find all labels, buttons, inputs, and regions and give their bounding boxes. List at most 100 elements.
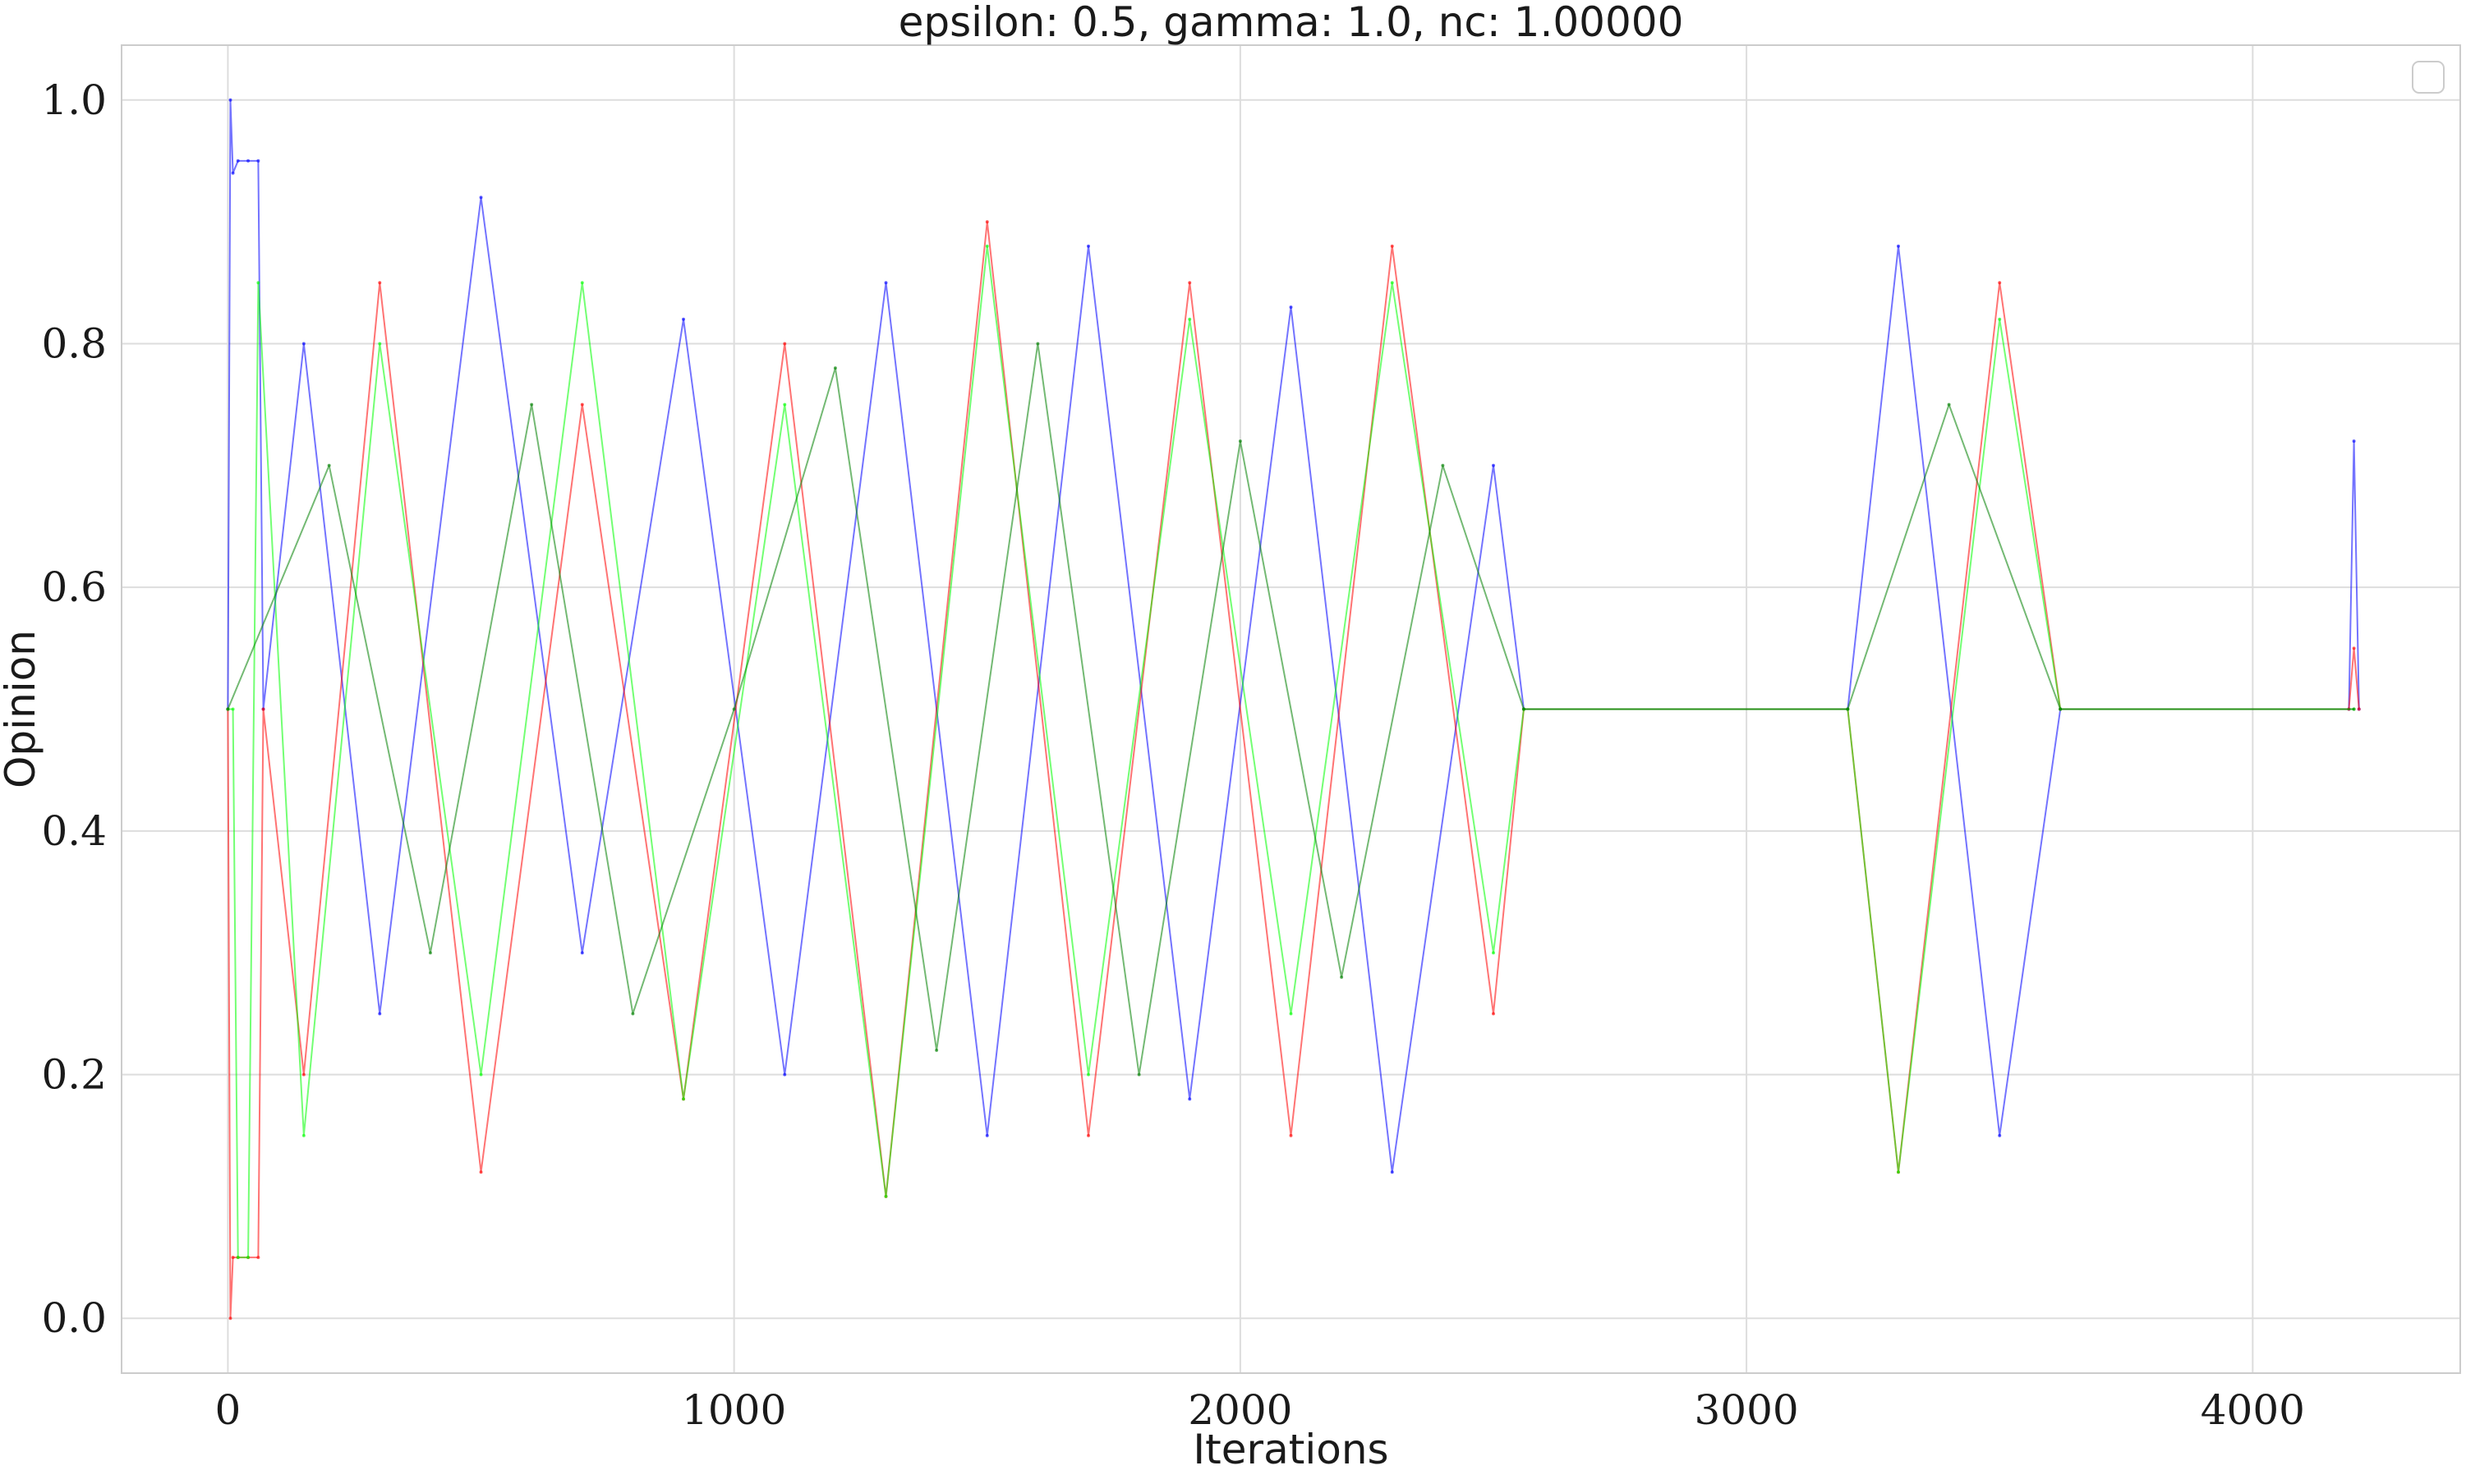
data-point: [2352, 646, 2356, 650]
data-point: [327, 463, 331, 467]
data-point: [428, 951, 432, 955]
x-axis-label: Iterations: [1193, 1426, 1388, 1473]
data-point: [1998, 281, 2002, 285]
data-point: [479, 1170, 483, 1174]
data-point: [261, 707, 265, 711]
data-point: [1289, 1012, 1293, 1016]
data-point: [228, 1316, 232, 1321]
data-point: [1491, 463, 1495, 467]
y-tick-label: 0.0: [41, 1294, 107, 1342]
data-point: [580, 402, 584, 407]
data-point: [732, 707, 736, 711]
data-point: [1188, 281, 1192, 285]
data-point: [301, 1073, 306, 1077]
data-point: [1188, 1097, 1192, 1101]
series-path: [228, 245, 2354, 1259]
x-tick-label: 1000: [682, 1386, 786, 1434]
data-point: [833, 366, 837, 370]
data-point: [580, 951, 584, 955]
data-point: [2357, 707, 2361, 711]
data-point: [301, 1133, 306, 1137]
data-point: [1846, 707, 1850, 711]
data-point: [256, 281, 260, 285]
data-point: [783, 402, 787, 407]
y-tick-label: 1.0: [41, 76, 107, 124]
data-point: [226, 707, 230, 711]
y-tick-label: 0.6: [41, 563, 107, 611]
chart-title: epsilon: 0.5, gamma: 1.0, nc: 1.00000: [899, 0, 1684, 46]
data-point: [2352, 439, 2356, 443]
data-point: [1491, 1012, 1495, 1016]
data-point: [256, 1256, 260, 1260]
data-point: [479, 1073, 483, 1077]
data-point: [231, 1256, 235, 1260]
data-point: [1036, 342, 1040, 346]
series-path: [227, 221, 2360, 1320]
data-point: [1896, 244, 1900, 248]
data-point: [1137, 1073, 1141, 1077]
y-axis-label: Opinion: [0, 630, 44, 788]
data-point: [985, 244, 989, 248]
data-point: [783, 1073, 787, 1077]
x-tick-label: 0: [215, 1386, 242, 1434]
series-line: [226, 342, 2356, 1077]
data-point: [236, 1256, 240, 1260]
data-point: [985, 220, 989, 224]
x-tick-label: 4000: [2201, 1386, 2305, 1434]
data-point: [2352, 707, 2356, 711]
data-point: [1390, 1170, 1394, 1174]
series-path: [227, 342, 2354, 1076]
data-point: [1238, 439, 1242, 443]
data-point: [631, 1012, 635, 1016]
data-point: [479, 195, 483, 200]
data-point: [1441, 463, 1445, 467]
tick-layer: 0 1000 2000 3000 4000 0.0 0.2 0.4 0.6 0.8 1.0: [41, 76, 2305, 1434]
data-point: [935, 1048, 939, 1052]
x-tick-label: 2000: [1188, 1386, 1292, 1434]
data-point: [378, 1012, 382, 1016]
data-point: [1896, 1170, 1900, 1174]
legend-box: [2412, 61, 2445, 94]
data-point: [1087, 1133, 1091, 1137]
y-tick-label: 0.8: [41, 319, 107, 367]
data-point: [682, 317, 686, 321]
plot-frame: [121, 44, 2461, 1374]
data-point: [256, 159, 260, 163]
data-point: [783, 342, 787, 346]
data-point: [1947, 402, 1951, 407]
data-point: [580, 281, 584, 285]
y-tick-label: 0.2: [41, 1051, 107, 1099]
data-point: [1390, 281, 1394, 285]
data-point: [1087, 244, 1091, 248]
data-point: [884, 1194, 888, 1198]
data-point: [1491, 951, 1495, 955]
data-point: [1521, 707, 1525, 711]
data-point: [1188, 317, 1192, 321]
data-point: [1998, 1133, 2002, 1137]
data-point: [231, 707, 235, 711]
data-point: [1340, 975, 1344, 979]
data-point: [301, 342, 306, 346]
data-point: [884, 281, 888, 285]
data-point: [246, 1256, 251, 1260]
data-point: [985, 1133, 989, 1137]
data-point: [1289, 1133, 1293, 1137]
data-point: [246, 159, 251, 163]
data-point: [1998, 317, 2002, 321]
series-layer: [226, 98, 2361, 1321]
data-point: [1087, 1073, 1091, 1077]
data-point: [378, 281, 382, 285]
data-point: [228, 98, 232, 102]
data-point: [2059, 707, 2063, 711]
data-point: [1390, 244, 1394, 248]
x-tick-label: 3000: [1694, 1386, 1798, 1434]
data-point: [231, 171, 235, 175]
data-point: [530, 402, 534, 407]
data-point: [682, 1097, 686, 1101]
data-point: [236, 159, 240, 163]
y-tick-label: 0.4: [41, 807, 107, 855]
data-point: [1289, 305, 1293, 309]
